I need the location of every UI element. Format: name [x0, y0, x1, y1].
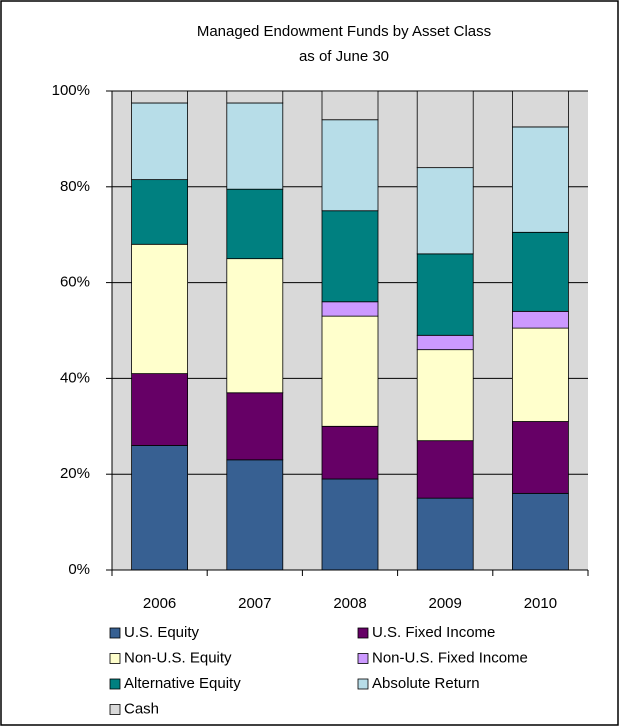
x-tick-label: 2010	[524, 595, 557, 612]
x-tick-label: 2008	[333, 595, 366, 612]
legend-swatch	[357, 653, 369, 664]
bar-segment	[512, 126, 569, 233]
y-tick-label: 0%	[68, 561, 90, 578]
legend-swatch	[109, 653, 121, 664]
bar-segment	[416, 440, 474, 499]
legend-label: Non-U.S. Equity	[124, 649, 232, 666]
bar-segment	[226, 102, 284, 190]
bar-segment	[321, 301, 379, 317]
bar-segment	[512, 492, 569, 571]
legend-swatch	[109, 627, 121, 639]
bar-segment	[321, 425, 379, 480]
legend-label: Cash	[124, 700, 159, 717]
bar-segment	[512, 231, 569, 312]
bar-segment	[321, 478, 379, 571]
bar-segment	[131, 90, 189, 104]
x-tick-label: 2006	[143, 595, 176, 612]
bar-segment	[321, 90, 379, 121]
legend-swatch	[357, 627, 369, 639]
bar-segment	[131, 445, 189, 571]
legend-label: U.S. Fixed Income	[372, 624, 495, 641]
bar-segment	[321, 119, 379, 212]
bar-segment	[512, 327, 569, 422]
bar-segment	[321, 315, 379, 427]
bar-segment	[321, 210, 379, 303]
y-tick-label: 20%	[60, 465, 90, 482]
y-tick-label: 60%	[60, 274, 90, 291]
y-tick-label: 80%	[60, 178, 90, 195]
bar-segment	[131, 102, 189, 181]
legend-swatch	[109, 678, 121, 690]
bar-segment	[131, 373, 189, 446]
legend-label: Non-U.S. Fixed Income	[372, 649, 528, 666]
bar-segment	[131, 243, 189, 375]
y-tick-label: 40%	[60, 369, 90, 386]
bar-segment	[226, 258, 284, 394]
legend-swatch	[109, 704, 121, 715]
legend-label: U.S. Equity	[124, 624, 200, 641]
bar-segment	[416, 334, 474, 351]
bar-segment	[416, 497, 474, 571]
chart-subtitle: as of June 30	[299, 48, 389, 65]
y-tick-label: 100%	[52, 82, 90, 99]
bar-segment	[416, 167, 474, 255]
bar-segment	[416, 349, 474, 442]
legend-label: Alternative Equity	[124, 675, 241, 692]
x-tick-label: 2007	[238, 595, 271, 612]
chart-title: Managed Endowment Funds by Asset Class	[197, 23, 491, 40]
bar-segment	[416, 90, 474, 169]
bar-segment	[226, 188, 284, 260]
bar-segment	[226, 392, 284, 461]
legend-label: Absolute Return	[372, 675, 480, 692]
legend-swatch	[357, 678, 369, 690]
bar-segment	[416, 253, 474, 336]
bar-segment	[512, 310, 569, 329]
bar-segment	[512, 90, 569, 128]
bar-segment	[226, 459, 284, 571]
bar-segment	[131, 179, 189, 245]
x-tick-label: 2009	[429, 595, 462, 612]
bar-segment	[226, 90, 284, 104]
bar-segment	[512, 421, 569, 494]
